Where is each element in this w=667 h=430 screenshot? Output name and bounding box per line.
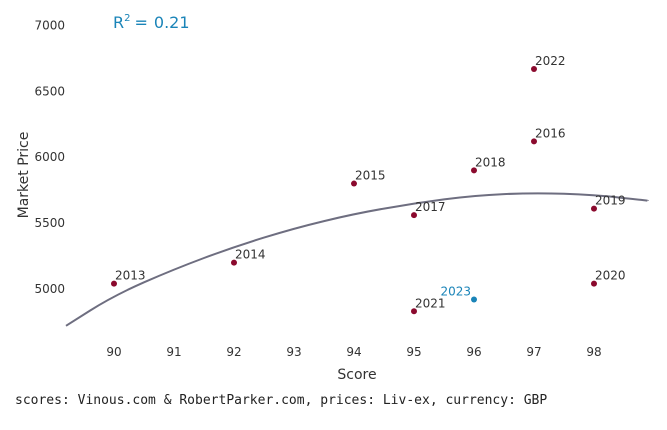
- point-label: 2019: [595, 194, 626, 208]
- point-label: 2022: [535, 54, 566, 68]
- y-tick-label: 7000: [34, 19, 65, 33]
- x-tick-label: 98: [586, 345, 601, 359]
- point-label: 2021: [415, 296, 446, 310]
- x-tick-label: 90: [106, 345, 121, 359]
- x-axis-title: Score: [337, 367, 376, 383]
- point-label: 2017: [415, 200, 446, 214]
- r-squared-superscript: 2: [124, 13, 130, 24]
- data-point-2013: [111, 280, 117, 287]
- data-point-2016: [531, 138, 537, 145]
- x-tick-label: 92: [226, 345, 241, 359]
- point-label: 2013: [115, 269, 146, 283]
- data-point-2021: [411, 308, 417, 315]
- data-point-2019: [591, 205, 597, 212]
- x-tick-label: 95: [406, 345, 421, 359]
- data-point-2020: [591, 280, 597, 287]
- y-axis-title: Market Price: [16, 132, 32, 219]
- r-squared-symbol: R: [113, 13, 124, 32]
- r-squared-annotation: R2 = 0.21: [113, 13, 190, 32]
- x-tick-label: 96: [466, 345, 481, 359]
- point-label: 2016: [535, 126, 566, 140]
- data-point-2014: [231, 259, 237, 266]
- points-group: 2013 2014 2015 2016 2017 2018 2019 2020 2021 2022…: [111, 54, 626, 315]
- point-label: 2018: [475, 155, 506, 169]
- y-tick-labels: 5000 5500 6000 6500 7000: [34, 19, 65, 296]
- point-label: 2015: [355, 169, 386, 183]
- point-label: 2014: [235, 248, 266, 262]
- x-tick-label: 97: [526, 345, 541, 359]
- trendline: [65, 192, 649, 327]
- x-tick-label: 91: [166, 345, 181, 359]
- point-label: 2020: [595, 269, 626, 283]
- y-tick-label: 6000: [34, 150, 65, 164]
- highlight-point-2023: [471, 296, 477, 303]
- highlight-point-label: 2023: [440, 284, 471, 298]
- y-tick-label: 6500: [34, 84, 65, 98]
- trendline-group: [65, 192, 649, 327]
- x-tick-label: 93: [286, 345, 301, 359]
- r-squared-value: 0.21: [154, 13, 190, 32]
- r-squared-equals: =: [135, 13, 148, 32]
- y-tick-label: 5500: [34, 216, 65, 230]
- x-tick-label: 94: [346, 345, 361, 359]
- y-tick-label: 5000: [34, 282, 65, 296]
- data-point-2018: [471, 167, 477, 174]
- data-point-2022: [531, 65, 537, 72]
- source-note: scores: Vinous.com & RobertParker.com, p…: [15, 393, 548, 408]
- x-tick-labels: 90 91 92 93 94 95 96 97 98: [106, 345, 601, 359]
- data-point-2015: [351, 180, 357, 187]
- data-point-2017: [411, 212, 417, 219]
